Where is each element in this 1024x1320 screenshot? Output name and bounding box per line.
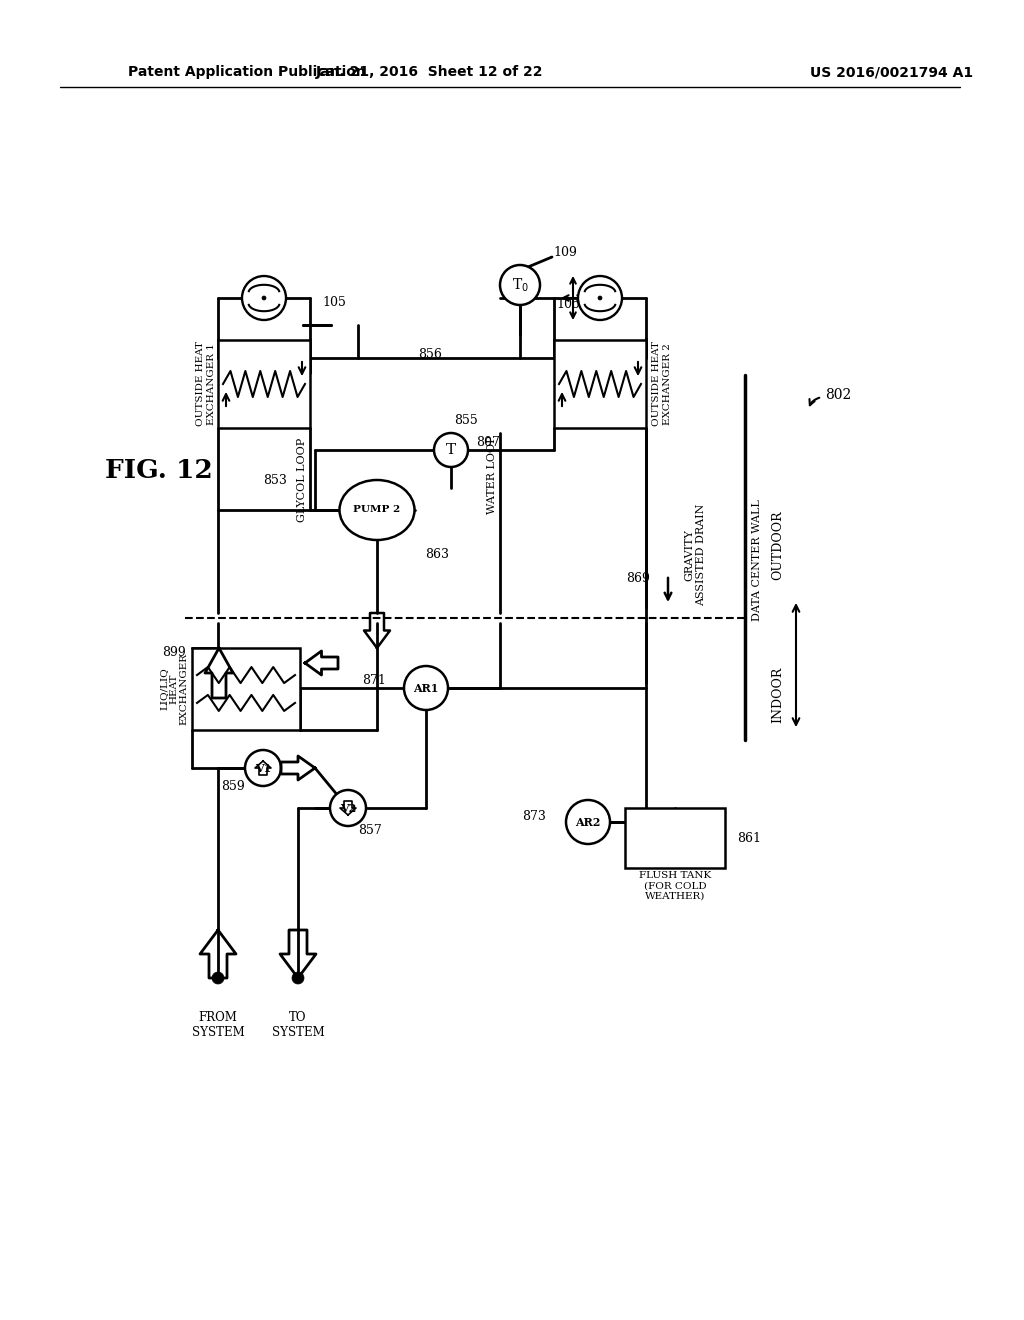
Circle shape xyxy=(566,800,610,843)
Text: GRAVITY
ASSISTED DRAIN: GRAVITY ASSISTED DRAIN xyxy=(684,504,706,606)
Bar xyxy=(625,808,725,869)
Text: GLYCOL LOOP: GLYCOL LOOP xyxy=(297,438,307,523)
Text: 105: 105 xyxy=(556,298,580,312)
Text: 871: 871 xyxy=(362,673,386,686)
Text: 873: 873 xyxy=(522,810,546,824)
Text: DATA CENTER WALL: DATA CENTER WALL xyxy=(752,499,762,620)
Bar xyxy=(554,341,646,428)
Text: 802: 802 xyxy=(825,388,851,403)
Text: INDOOR: INDOOR xyxy=(771,667,784,723)
Text: 899: 899 xyxy=(162,645,186,659)
Text: 861: 861 xyxy=(737,832,761,845)
Circle shape xyxy=(242,276,286,319)
Text: 853: 853 xyxy=(263,474,287,487)
Text: AR2: AR2 xyxy=(575,817,601,828)
Bar xyxy=(218,341,310,428)
Text: 807: 807 xyxy=(476,436,500,449)
Text: WATER LOOP: WATER LOOP xyxy=(487,436,497,515)
Text: 869: 869 xyxy=(626,572,650,585)
Text: 863: 863 xyxy=(425,549,449,561)
Text: PUMP 2: PUMP 2 xyxy=(353,506,400,515)
Circle shape xyxy=(245,750,281,785)
Text: V1: V1 xyxy=(255,763,271,774)
Text: 105: 105 xyxy=(322,296,346,309)
Text: LIQ/LIQ
HEAT
EXCHANGER: LIQ/LIQ HEAT EXCHANGER xyxy=(159,653,188,725)
Text: 856: 856 xyxy=(418,348,442,362)
Circle shape xyxy=(212,972,224,983)
Text: TO
SYSTEM: TO SYSTEM xyxy=(271,1011,325,1039)
Text: V2: V2 xyxy=(340,803,356,813)
Text: T: T xyxy=(445,444,456,457)
Text: FLUSH TANK
(FOR COLD
WEATHER): FLUSH TANK (FOR COLD WEATHER) xyxy=(639,871,711,900)
Text: US 2016/0021794 A1: US 2016/0021794 A1 xyxy=(810,65,973,79)
Ellipse shape xyxy=(340,480,415,540)
Text: 857: 857 xyxy=(358,824,382,837)
Circle shape xyxy=(434,433,468,467)
Circle shape xyxy=(292,972,304,983)
Text: 859: 859 xyxy=(221,780,245,792)
Text: OUTDOOR: OUTDOOR xyxy=(771,511,784,579)
Circle shape xyxy=(330,789,366,826)
Circle shape xyxy=(262,296,266,300)
Circle shape xyxy=(578,276,622,319)
Text: OUTSIDE HEAT
EXCHANGER 1: OUTSIDE HEAT EXCHANGER 1 xyxy=(197,342,216,426)
Text: 109: 109 xyxy=(553,247,577,260)
Text: Patent Application Publication: Patent Application Publication xyxy=(128,65,366,79)
Circle shape xyxy=(404,667,449,710)
Text: FROM
SYSTEM: FROM SYSTEM xyxy=(191,1011,245,1039)
Text: FIG. 12: FIG. 12 xyxy=(105,458,213,483)
Text: Jan. 21, 2016  Sheet 12 of 22: Jan. 21, 2016 Sheet 12 of 22 xyxy=(316,65,544,79)
Text: T$_0$: T$_0$ xyxy=(512,276,528,294)
Bar xyxy=(193,648,300,730)
Text: AR1: AR1 xyxy=(414,682,438,693)
Circle shape xyxy=(500,265,540,305)
Text: OUTSIDE HEAT
EXCHANGER 2: OUTSIDE HEAT EXCHANGER 2 xyxy=(652,342,672,426)
Circle shape xyxy=(598,296,602,300)
Text: 855: 855 xyxy=(454,413,478,426)
